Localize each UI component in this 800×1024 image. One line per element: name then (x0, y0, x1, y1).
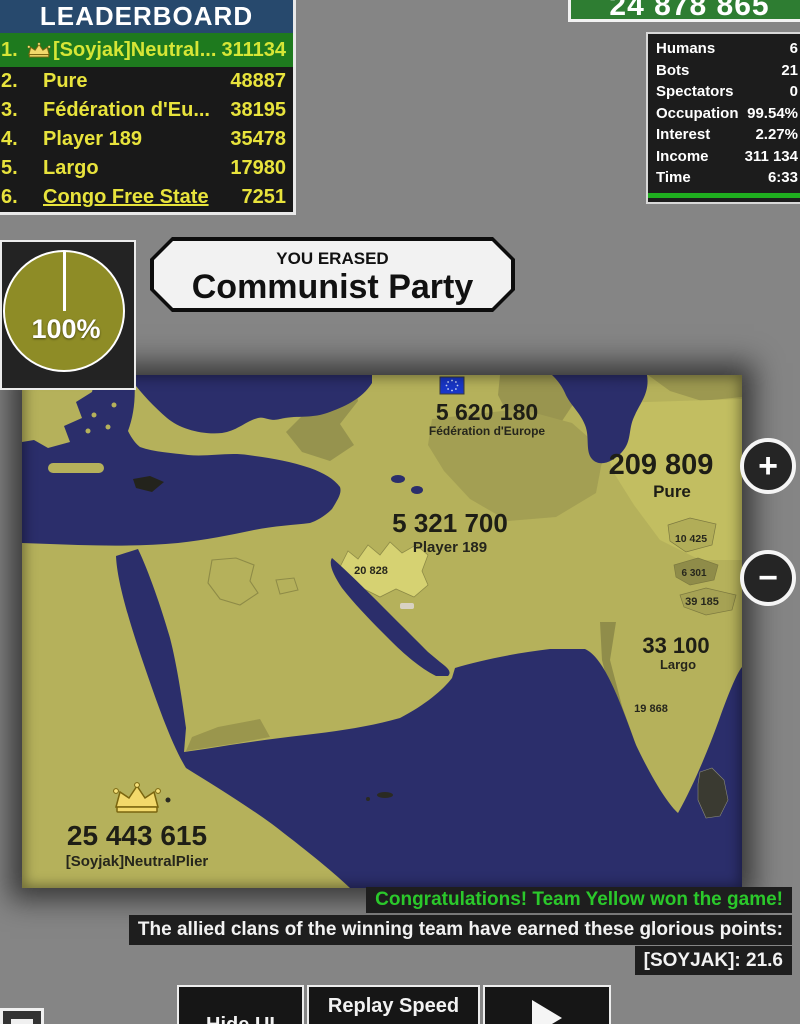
stat-row-interest: Interest 2.27% (656, 124, 798, 146)
territory-name-federation: Fédération d'Europe (429, 424, 546, 438)
territory-value-10425: 10 425 (675, 533, 707, 545)
stat-row-humans: Humans 6 (656, 38, 798, 60)
leaderboard-panel: LEADERBOARD 1. [Soyjak]Neutral... 311134… (0, 0, 296, 215)
stats-progress-bar (648, 192, 800, 198)
exit-arrow-icon (11, 1019, 33, 1024)
player-name: Congo Free State (43, 186, 209, 208)
erase-banner-inner: YOU ERASED Communist Party (154, 241, 511, 308)
territory-name-largo: Largo (660, 657, 696, 672)
stat-row-spectators: Spectators 0 (656, 81, 798, 103)
player-score: 35478 (230, 128, 286, 150)
stat-row-bots: Bots 21 (656, 60, 798, 82)
leaderboard-row-5[interactable]: 5. Largo 17980 (0, 154, 293, 183)
points-info-message: The allied clans of the winning team hav… (128, 915, 792, 945)
leaderboard-row-1[interactable]: 1. [Soyjak]Neutral... 311134 (0, 33, 293, 67)
leaderboard-row-4[interactable]: 4. Player 189 35478 (0, 125, 293, 154)
player-name: Fédération d'Eu... (43, 99, 210, 121)
territory-value-player189: 5 321 700 (392, 508, 508, 538)
player-score: 17980 (230, 157, 286, 179)
pie-slice-line (63, 252, 66, 311)
territory-value-20828: 20 828 (354, 565, 388, 577)
stat-row-time: Time 6:33 (656, 167, 798, 189)
replay-speed-button[interactable]: Replay Speed (307, 985, 480, 1024)
rank-label: 3. (1, 99, 18, 121)
stat-value: 311 134 (744, 147, 798, 165)
play-button[interactable] (483, 985, 611, 1024)
leaderboard-row-3[interactable]: 3. Fédération d'Eu... 38195 (0, 96, 293, 125)
player-name: Player 189 (43, 128, 142, 150)
territory-value-soyjak: 25 443 615 (67, 820, 207, 851)
rank-label: 1. (1, 38, 18, 61)
exit-replay-button[interactable] (0, 1008, 44, 1024)
territory-value-federation: 5 620 180 (436, 399, 538, 425)
stat-label: Bots (656, 61, 690, 79)
rank-label: 4. (1, 128, 18, 150)
stat-value: 0 (789, 83, 798, 100)
hide-ui-button[interactable]: Hide UI (177, 985, 304, 1024)
stat-value: 2.27% (755, 126, 798, 143)
stat-value: 21 (781, 61, 798, 79)
game-map[interactable]: 5 620 180 Fédération d'Europe 209 809 Pu… (22, 375, 742, 888)
stat-row-income: Income 311 134 (656, 146, 798, 168)
crown-icon (113, 782, 161, 813)
rank-label: 5. (1, 157, 18, 179)
eu-flag-icon (439, 376, 465, 395)
win-message: Congratulations! Team Yellow won the gam… (366, 887, 792, 913)
leaderboard-row-2[interactable]: 2. Pure 48887 (0, 67, 293, 96)
territory-name-soyjak: [Soyjak]NeutralPlier (66, 853, 209, 870)
stat-value: 6 (789, 40, 798, 57)
territory-value-6301: 6 301 (681, 568, 706, 579)
total-score-value: 24 878 865 (609, 0, 770, 22)
stat-label: Time (656, 169, 691, 186)
leaderboard-title: LEADERBOARD (0, 0, 293, 33)
clan-points-message: [SOYJAK]: 21.6 (634, 946, 792, 975)
player-name: [Soyjak]Neutral... (53, 38, 217, 61)
territory-value-pure: 209 809 (609, 449, 714, 481)
territory-name-player189: Player 189 (413, 539, 487, 556)
player-name: Pure (43, 70, 88, 92)
stat-label: Spectators (656, 83, 734, 100)
player-score: 7251 (241, 186, 287, 208)
territory-value-39185: 39 185 (685, 596, 719, 608)
rank-label: 6. (1, 186, 18, 208)
player-name: Largo (43, 157, 99, 179)
stat-label: Occupation (656, 104, 739, 122)
player-score: 48887 (230, 70, 286, 92)
erase-heading: YOU ERASED (276, 249, 389, 268)
player-score: 38195 (230, 99, 286, 121)
stat-row-occupation: Occupation 99.54% (656, 103, 798, 125)
territory-pie-panel: 100% (0, 240, 136, 390)
stats-panel: Humans 6 Bots 21 Spectators 0 Occupation 99.… (646, 32, 800, 204)
rank-label: 2. (1, 70, 18, 92)
zoom-out-button[interactable]: − (740, 550, 796, 606)
leaderboard-row-6[interactable]: 6. Congo Free State 7251 (0, 183, 293, 212)
stat-label: Income (656, 147, 709, 165)
crown-icon (27, 42, 53, 58)
replay-controls: Hide UI Replay Speed (177, 985, 611, 1024)
zoom-in-button[interactable]: + (740, 438, 796, 494)
stat-value: 6:33 (767, 169, 798, 186)
territory-value-19868: 19 868 (634, 703, 668, 715)
play-icon (532, 1000, 562, 1024)
territory-value-largo: 33 100 (642, 633, 709, 658)
map-canvas: 5 620 180 Fédération d'Europe 209 809 Pu… (22, 375, 742, 888)
stat-label: Interest (656, 126, 711, 143)
stat-label: Humans (656, 40, 716, 57)
player-score: 311134 (221, 38, 286, 61)
territory-name-pure: Pure (653, 482, 691, 501)
erase-banner: YOU ERASED Communist Party (150, 237, 515, 312)
erased-player-name: Communist Party (191, 268, 474, 306)
total-score-banner: 24 878 865 (568, 0, 800, 22)
pie-percent-label: 100% (31, 314, 101, 344)
stat-value: 99.54% (747, 104, 798, 122)
